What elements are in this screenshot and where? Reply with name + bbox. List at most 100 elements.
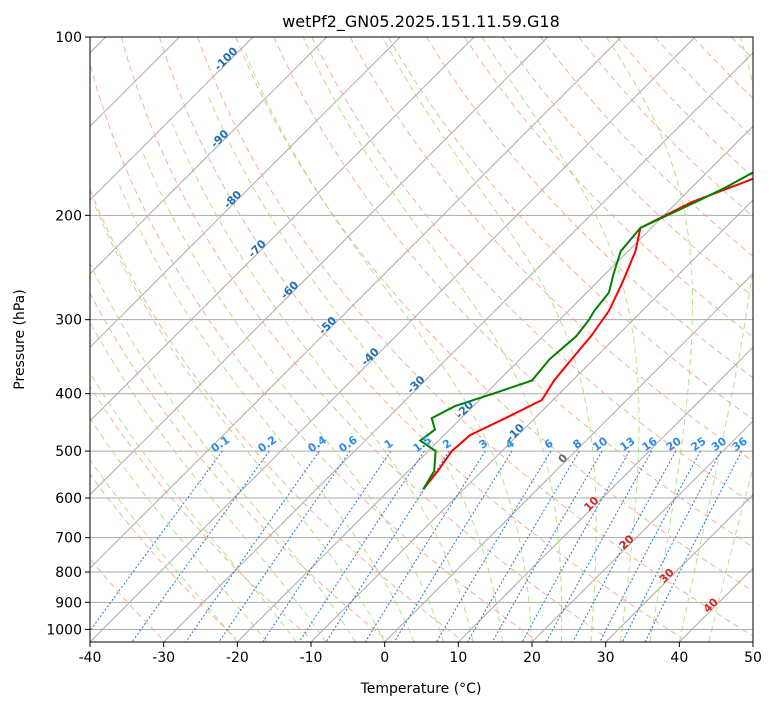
dry-adiabat-label: -50 — [316, 314, 339, 337]
dry-adiabat-line — [159, 37, 682, 639]
dry-adiabat-line — [90, 385, 311, 639]
mixing-ratio-line — [90, 450, 223, 632]
dry-adiabat-label: -60 — [278, 278, 301, 301]
dry-adiabat-label: -70 — [246, 237, 269, 260]
isotherm-line — [90, 37, 475, 422]
y-axis-title: Pressure (hPa) — [12, 289, 28, 389]
moist-adiabat-line — [141, 149, 445, 642]
mixing-ratio-label: 2 — [440, 437, 454, 452]
mixing-ratio-line — [491, 450, 603, 642]
mixing-ratio-line — [521, 450, 630, 642]
moist-adiabat-line — [90, 371, 297, 642]
isotherm-line — [752, 641, 753, 642]
dry-adiabat-label: -90 — [208, 127, 231, 150]
dry-adiabat-line — [770, 37, 775, 638]
mixing-ratio-line — [621, 450, 722, 642]
mixing-ratio-line — [393, 450, 513, 642]
y-tick-label: 200 — [55, 208, 82, 224]
dry-adiabat-line — [616, 37, 753, 178]
mixing-ratio-label: 0.2 — [256, 433, 279, 455]
dry-adiabat-line — [349, 37, 753, 462]
dry-adiabat-line — [425, 37, 753, 379]
isotherm-line — [90, 37, 622, 570]
dry-adiabat-line — [235, 37, 753, 592]
moist-adiabat-line — [90, 262, 356, 642]
x-tick-label: 50 — [744, 650, 762, 666]
moist-adiabat-line — [708, 465, 753, 642]
x-axis: -40 -30 -20 -10 0 10 20 30 40 50 — [79, 642, 762, 666]
plot-frame — [89, 36, 754, 643]
dry-adiabat-label: -30 — [404, 373, 427, 396]
x-tick-label: 0 — [380, 650, 389, 666]
y-tick-label: 700 — [55, 531, 82, 547]
dewpoint-line — [418, 171, 753, 490]
dry-adiabat-line — [464, 37, 753, 338]
moist-adiabat-line — [243, 49, 533, 642]
y-tick-label: 400 — [55, 387, 82, 403]
mixing-ratio-label: 0.1 — [209, 433, 232, 455]
dry-adiabat-line — [0, 37, 13, 638]
isotherm-line — [457, 346, 753, 642]
moist-adiabat-label: 40 — [701, 595, 721, 615]
dry-adiabat-line — [273, 37, 753, 548]
y-tick-label: 800 — [55, 565, 82, 581]
dry-adiabat-line — [90, 62, 534, 639]
moist-adiabat-line — [302, 37, 563, 642]
mixing-ratio-label: 6 — [542, 437, 556, 452]
dry-adiabat-label: -100 — [212, 44, 241, 73]
profile-lines — [418, 171, 753, 490]
background-lines — [0, 37, 775, 642]
isotherm-line — [605, 493, 753, 642]
moist-adiabat-line — [381, 37, 597, 642]
y-tick-label: 100 — [55, 30, 82, 46]
x-tick-label: -10 — [300, 650, 323, 666]
mixing-ratio-line — [572, 450, 677, 642]
dry-adiabat-line — [540, 37, 753, 257]
dry-adiabat-line — [387, 37, 753, 420]
y-tick-label: 300 — [55, 313, 82, 329]
isotherm-line — [90, 37, 254, 201]
mixing-ratio-line — [262, 450, 392, 642]
mixing-ratio-line — [364, 450, 486, 642]
x-tick-label: 20 — [523, 650, 541, 666]
x-tick-label: -20 — [226, 650, 249, 666]
mixing-ratio-label: 1.5 — [411, 433, 434, 455]
moist-adiabat-line — [481, 37, 640, 642]
moist-adiabat-line — [117, 180, 415, 642]
mixing-ratio-line — [131, 450, 270, 642]
mixing-ratio-label: 0.4 — [306, 433, 330, 455]
isotherm-line — [236, 125, 753, 642]
moist-adiabat-line — [92, 201, 386, 642]
x-tick-label: -40 — [79, 650, 102, 666]
x-tick-label: -30 — [152, 650, 175, 666]
isotherm-line — [163, 51, 753, 642]
dry-adiabat-line — [90, 292, 385, 639]
chart-title: wetPf2_GN05.2025.151.11.59.G18 — [282, 12, 560, 32]
y-axis: 100 200 300 400 500 600 700 800 900 1000 — [46, 30, 90, 638]
dry-adiabat-line — [90, 188, 459, 639]
mixing-ratio-line — [644, 450, 743, 642]
dry-adiabat-line — [197, 37, 753, 637]
moist-adiabat-line — [90, 459, 238, 642]
dry-adiabat-line — [311, 37, 753, 505]
isotherm-line — [531, 420, 753, 642]
dry-adiabat-label: -40 — [359, 345, 382, 368]
isotherm-line — [90, 37, 401, 349]
moist-adiabat-line — [171, 123, 474, 642]
moist-adiabat-line — [678, 37, 753, 642]
y-tick-label: 600 — [55, 491, 82, 507]
mixing-ratio-line — [599, 450, 701, 642]
dry-adiabat-line — [692, 37, 753, 99]
x-tick-label: 30 — [597, 650, 615, 666]
isotherm-line — [90, 37, 696, 642]
dry-adiabat-line — [654, 37, 753, 139]
x-tick-label: 10 — [449, 650, 467, 666]
moist-adiabat-line — [207, 94, 503, 642]
moist-adiabat-line — [90, 321, 327, 642]
dry-adiabat-line — [120, 37, 608, 639]
mixing-ratio-line — [298, 450, 425, 642]
mixing-ratio-line — [185, 450, 320, 642]
dry-adiabat-line — [502, 37, 753, 298]
x-tick-label: 40 — [670, 650, 688, 666]
